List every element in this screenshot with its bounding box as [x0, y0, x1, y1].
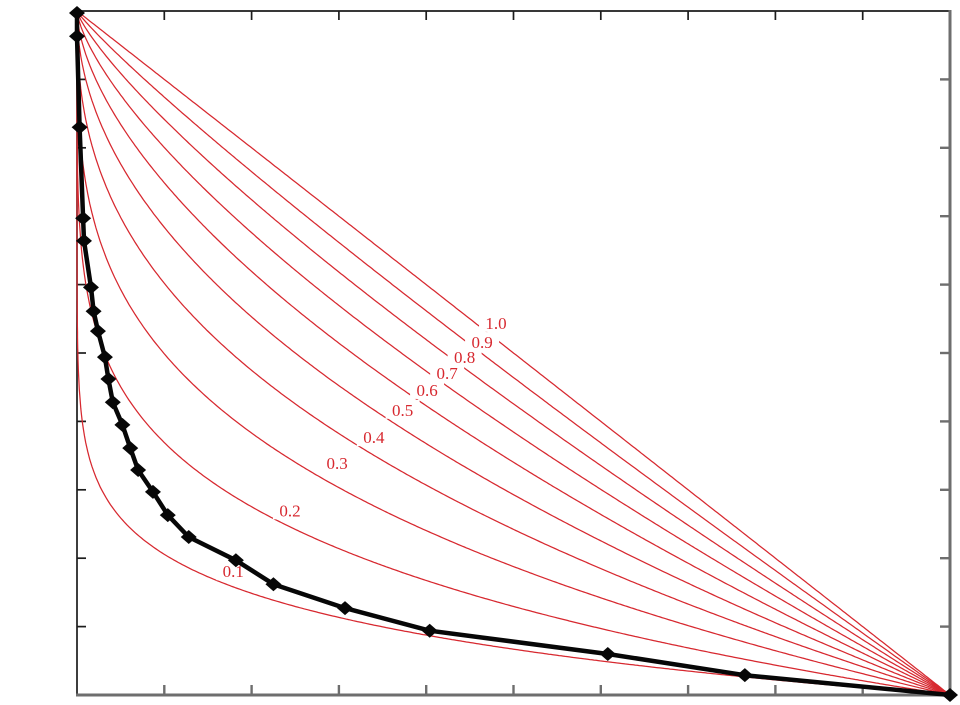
diamond-marker [114, 417, 131, 432]
diamond-marker [159, 508, 176, 523]
contour-label-gap [356, 427, 391, 447]
contour-label-0.1: 0.1 [223, 562, 244, 581]
diamond-marker [82, 280, 99, 295]
diamond-marker [96, 350, 113, 365]
contour-line-0.4 [76, 11, 951, 696]
diamond-marker [69, 6, 85, 21]
contour-line-0.7 [76, 11, 951, 696]
diamond-marker [75, 211, 92, 226]
diamond-marker [104, 395, 121, 410]
contour-line-0.3 [76, 11, 951, 696]
contour-line-0.9 [76, 10, 951, 696]
contour-label-0.9: 0.9 [471, 333, 492, 352]
diamond-marker [144, 484, 161, 499]
diamond-marker [599, 646, 616, 661]
diamond-marker [736, 668, 753, 683]
diamond-marker [227, 553, 244, 568]
diamond-marker [337, 601, 354, 616]
contour-label-0.4: 0.4 [363, 428, 385, 447]
diamond-marker [75, 233, 92, 248]
diamond-marker [71, 120, 88, 135]
contour-label-0.3: 0.3 [327, 454, 348, 473]
contour-line-0.5 [76, 11, 951, 696]
contour-line-0.6 [76, 11, 951, 696]
diamond-marker [122, 441, 139, 456]
contour-label-0.2: 0.2 [279, 501, 300, 520]
contour-label-gap [447, 347, 482, 367]
contour-label-gap [465, 332, 500, 352]
contour-label-0.6: 0.6 [416, 381, 437, 400]
diamond-marker [180, 529, 197, 544]
diamond-marker [942, 688, 958, 702]
contour-label-0.8: 0.8 [454, 348, 475, 367]
contour-label-gap [320, 453, 355, 473]
diamond-marker [265, 577, 282, 592]
contour-line-0.8 [76, 10, 951, 696]
contour-label-gap [385, 399, 420, 419]
contour-label-gap [430, 362, 465, 382]
diamond-marker [130, 462, 147, 477]
contour-label-0.7: 0.7 [437, 364, 459, 383]
contour-label-gap [479, 312, 514, 332]
contour-label-0.5: 0.5 [392, 401, 413, 420]
contour-label-1.0: 1.0 [485, 314, 506, 333]
diamond-marker [100, 371, 117, 386]
diamond-marker [89, 324, 106, 339]
contour-line-1.0 [76, 10, 951, 696]
contour-label-gap [273, 500, 308, 520]
contour-line-0.2 [76, 11, 951, 696]
diamond-marker [85, 304, 102, 319]
diamond-marker [69, 29, 85, 44]
diamond-marker [421, 623, 438, 638]
contour-label-gap [410, 379, 445, 399]
